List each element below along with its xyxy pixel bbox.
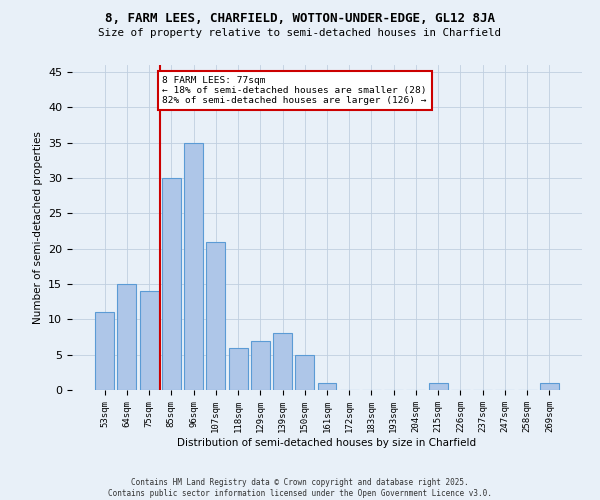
Bar <box>251 340 270 390</box>
Bar <box>273 334 292 390</box>
Bar <box>140 291 158 390</box>
Y-axis label: Number of semi-detached properties: Number of semi-detached properties <box>32 131 43 324</box>
Bar <box>95 312 114 390</box>
Bar <box>317 383 337 390</box>
Bar <box>229 348 248 390</box>
Bar <box>295 354 314 390</box>
Text: 8, FARM LEES, CHARFIELD, WOTTON-UNDER-EDGE, GL12 8JA: 8, FARM LEES, CHARFIELD, WOTTON-UNDER-ED… <box>105 12 495 26</box>
Bar <box>540 383 559 390</box>
Text: Size of property relative to semi-detached houses in Charfield: Size of property relative to semi-detach… <box>98 28 502 38</box>
Bar <box>118 284 136 390</box>
Bar <box>429 383 448 390</box>
Bar <box>162 178 181 390</box>
Bar <box>184 142 203 390</box>
Bar <box>206 242 225 390</box>
Text: Contains HM Land Registry data © Crown copyright and database right 2025.
Contai: Contains HM Land Registry data © Crown c… <box>108 478 492 498</box>
X-axis label: Distribution of semi-detached houses by size in Charfield: Distribution of semi-detached houses by … <box>178 438 476 448</box>
Text: 8 FARM LEES: 77sqm
← 18% of semi-detached houses are smaller (28)
82% of semi-de: 8 FARM LEES: 77sqm ← 18% of semi-detache… <box>163 76 427 106</box>
